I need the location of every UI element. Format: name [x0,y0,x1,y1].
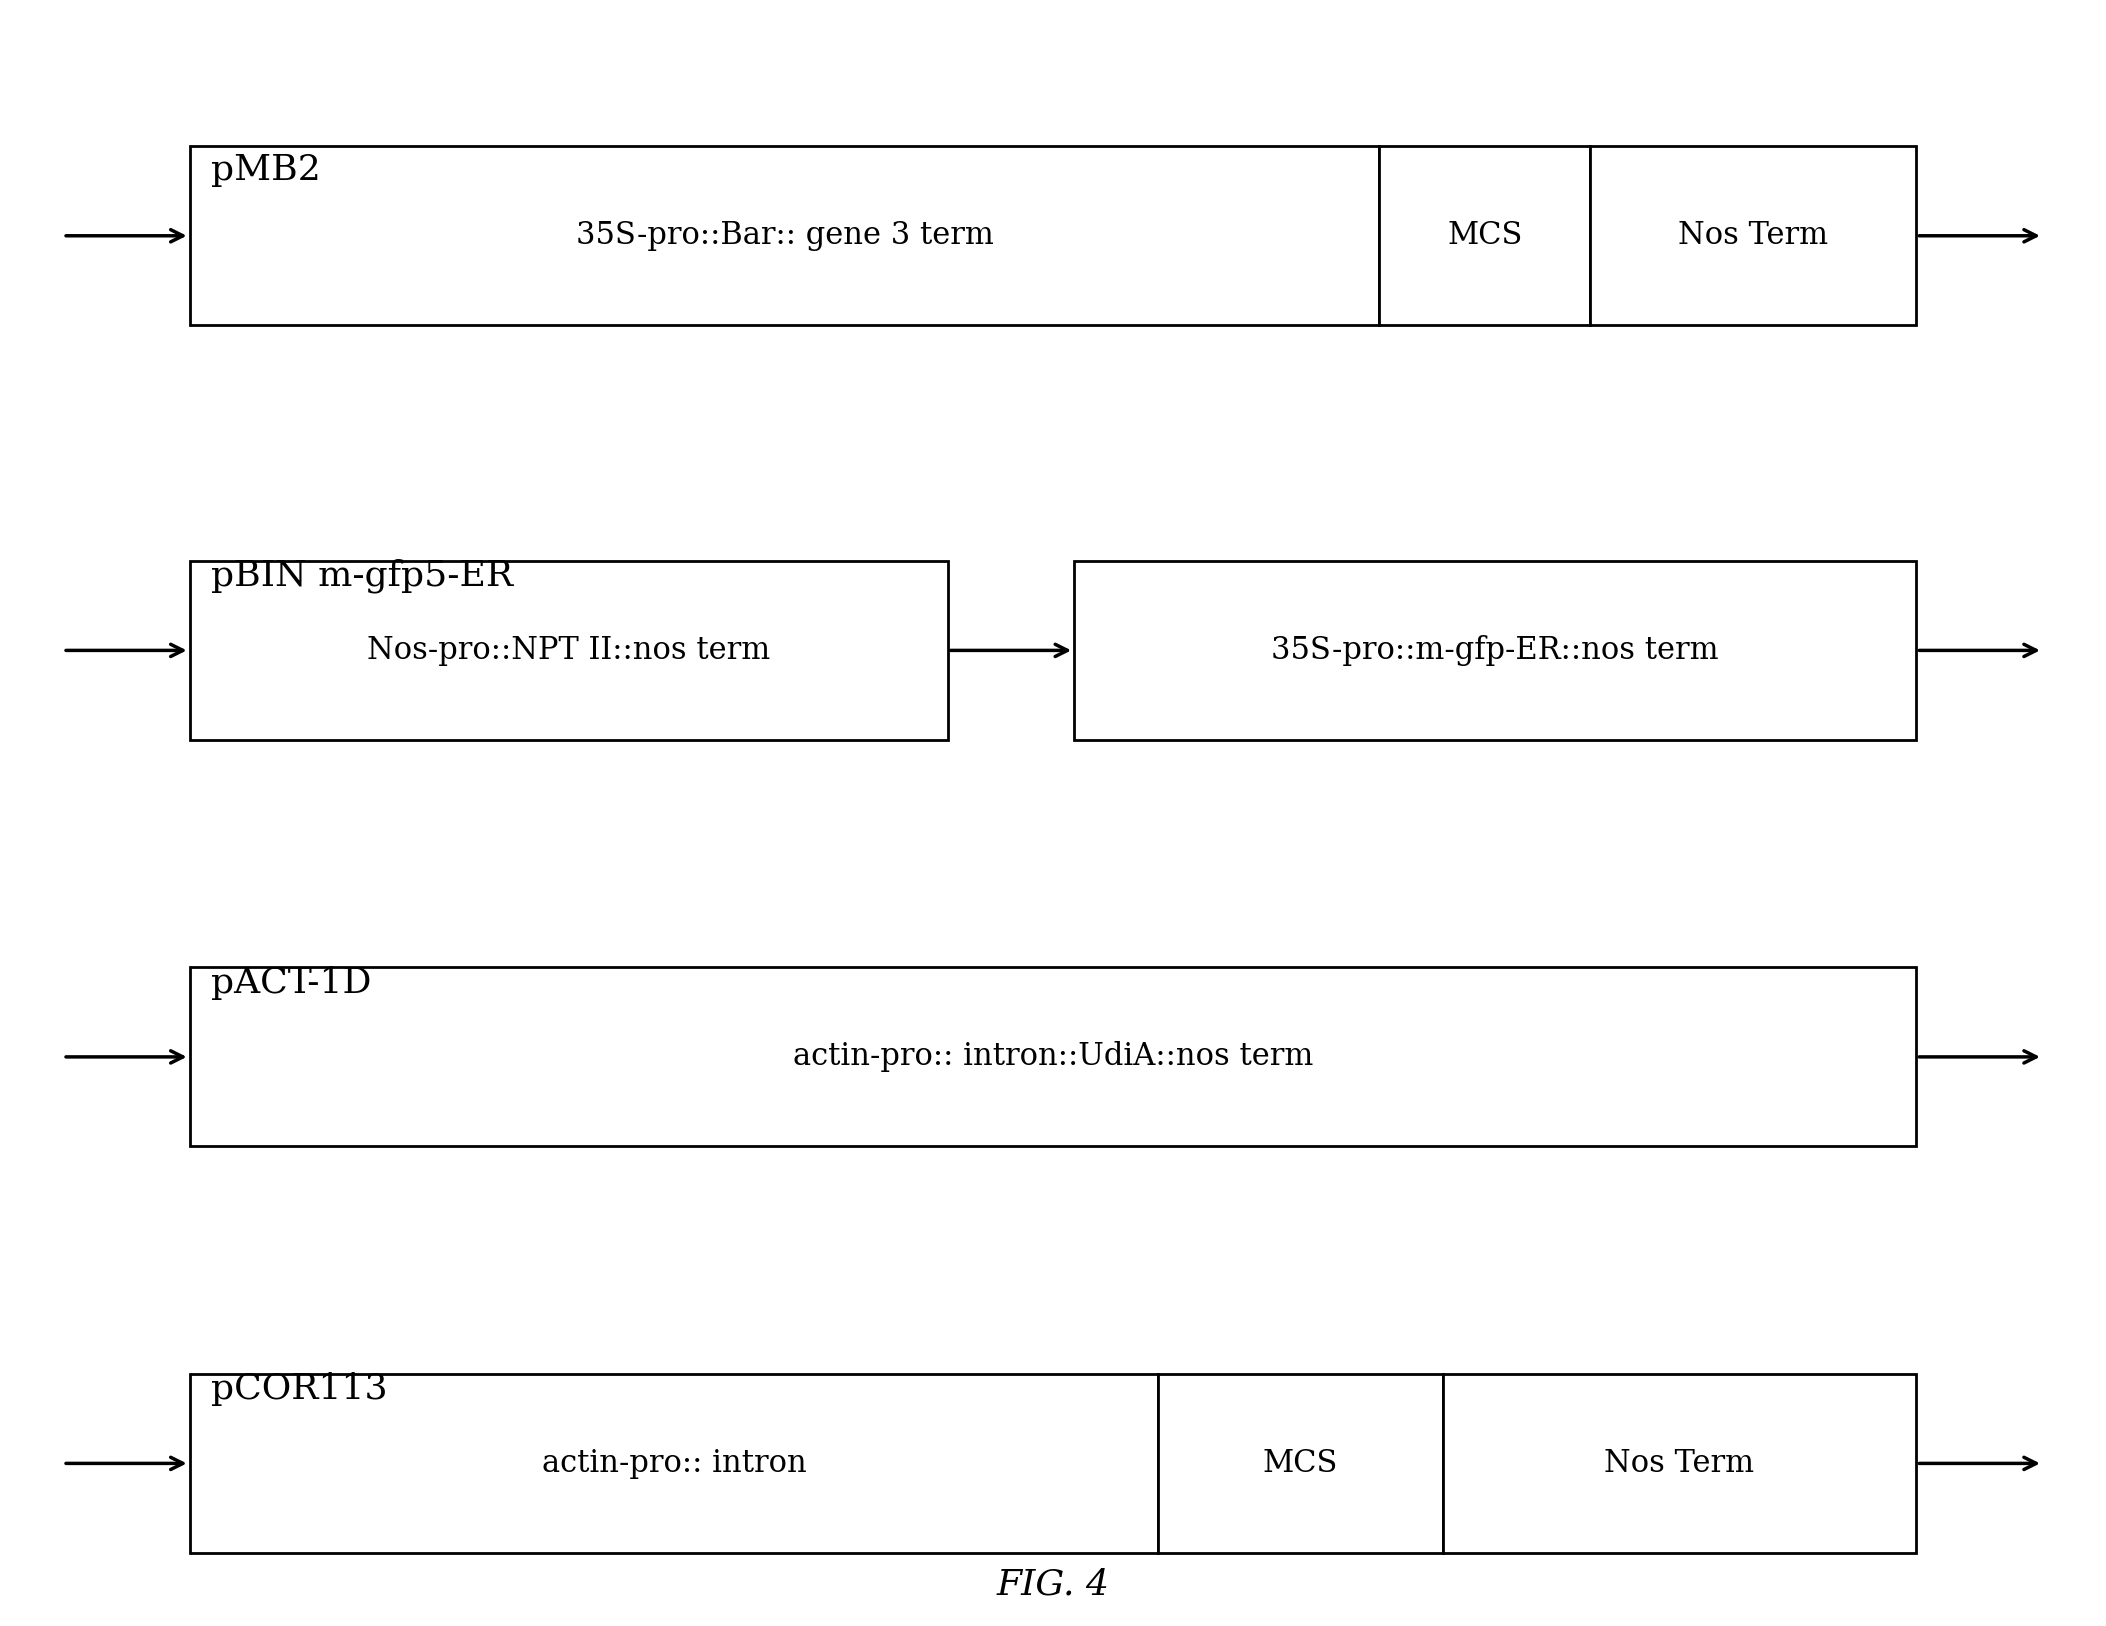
Text: pACT-1D: pACT-1D [211,966,371,1000]
Text: 35S-pro::m-gfp-ER::nos term: 35S-pro::m-gfp-ER::nos term [1272,634,1718,667]
Text: Nos Term: Nos Term [1678,220,1828,252]
Bar [190,967,1916,1146]
Text: FIG. 4: FIG. 4 [996,1567,1110,1602]
Bar [1379,146,1590,325]
Bar [1074,561,1916,740]
Bar [1443,1374,1916,1553]
Text: actin-pro:: intron: actin-pro:: intron [541,1447,807,1480]
Text: pCOR113: pCOR113 [211,1372,388,1406]
Text: Nos-pro::NPT II::nos term: Nos-pro::NPT II::nos term [366,634,771,667]
Bar [190,1374,1158,1553]
Text: actin-pro:: intron::UdiA::nos term: actin-pro:: intron::UdiA::nos term [792,1041,1314,1073]
Bar [1590,146,1916,325]
Text: MCS: MCS [1447,220,1523,252]
Text: 35S-pro::Bar:: gene 3 term: 35S-pro::Bar:: gene 3 term [575,220,994,252]
Text: MCS: MCS [1264,1447,1337,1480]
Text: Nos Term: Nos Term [1605,1447,1754,1480]
Bar [190,561,948,740]
Text: pMB2: pMB2 [211,153,320,187]
Bar [1158,1374,1443,1553]
Text: pBIN m-gfp5-ER: pBIN m-gfp5-ER [211,559,512,593]
Bar [190,146,1379,325]
